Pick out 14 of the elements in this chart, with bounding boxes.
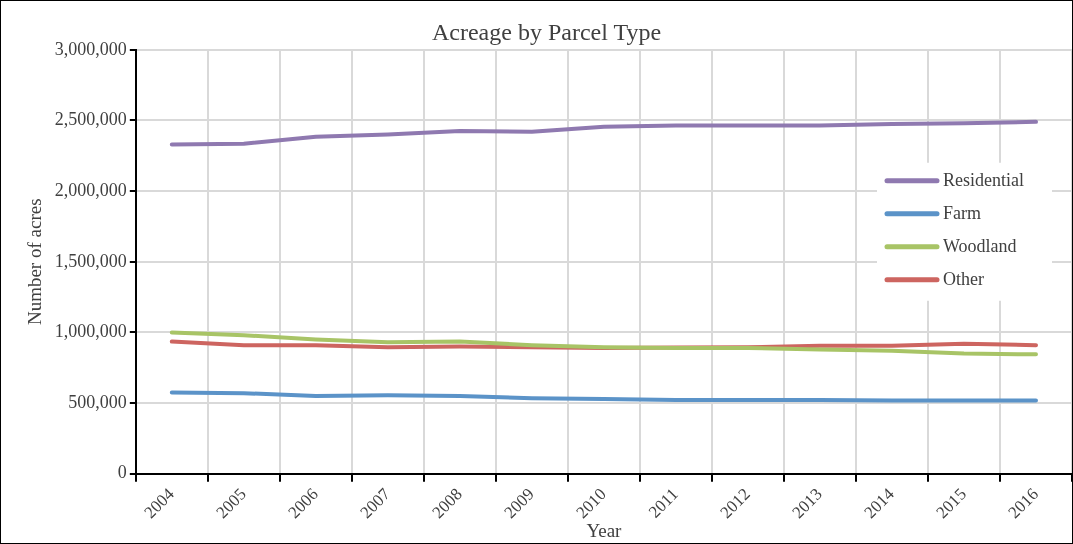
- y-tick-label: 1,000,000: [54, 321, 127, 342]
- legend-label: Other: [943, 268, 984, 289]
- legend-label: Farm: [943, 202, 981, 223]
- y-tick-label: 500,000: [68, 391, 127, 412]
- y-tick-label: 3,000,000: [54, 38, 127, 59]
- y-tick-label: 1,500,000: [54, 250, 127, 271]
- legend-label: Woodland: [943, 235, 1017, 256]
- y-tick-label: 2,500,000: [54, 109, 127, 130]
- legend-label: Residential: [943, 169, 1024, 190]
- y-axis-title: Number of acres: [24, 198, 46, 326]
- chart-title: Acreage by Parcel Type: [431, 18, 662, 45]
- x-axis-title: Year: [586, 519, 623, 541]
- y-tick-label: 2,000,000: [54, 179, 127, 200]
- y-tick-label: 0: [117, 462, 127, 483]
